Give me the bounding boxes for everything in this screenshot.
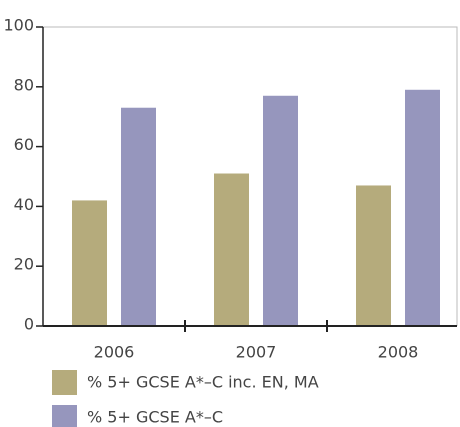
y-tick-label: 40: [14, 195, 34, 214]
legend-swatch: [52, 405, 77, 427]
bar: [405, 89, 440, 326]
y-tick-label: 80: [14, 75, 34, 94]
legend-label: % 5+ GCSE A*–C inc. EN, MA: [87, 373, 319, 392]
y-tick-label: 60: [14, 135, 34, 154]
legend-label: % 5+ GCSE A*–C: [87, 408, 223, 427]
bar: [263, 95, 298, 327]
x-tick-label: 2007: [236, 343, 277, 362]
y-tick-label: 100: [3, 16, 34, 35]
bar: [214, 173, 249, 326]
legend-swatch: [52, 370, 77, 395]
bar: [356, 185, 391, 326]
plot-frame: [43, 26, 458, 326]
y-tick-label: 0: [24, 315, 34, 334]
x-tick-label: 2008: [378, 343, 419, 362]
x-tick-label: 2006: [94, 343, 135, 362]
bar: [121, 107, 156, 326]
bar: [72, 200, 107, 326]
y-tick-label: 20: [14, 255, 34, 274]
